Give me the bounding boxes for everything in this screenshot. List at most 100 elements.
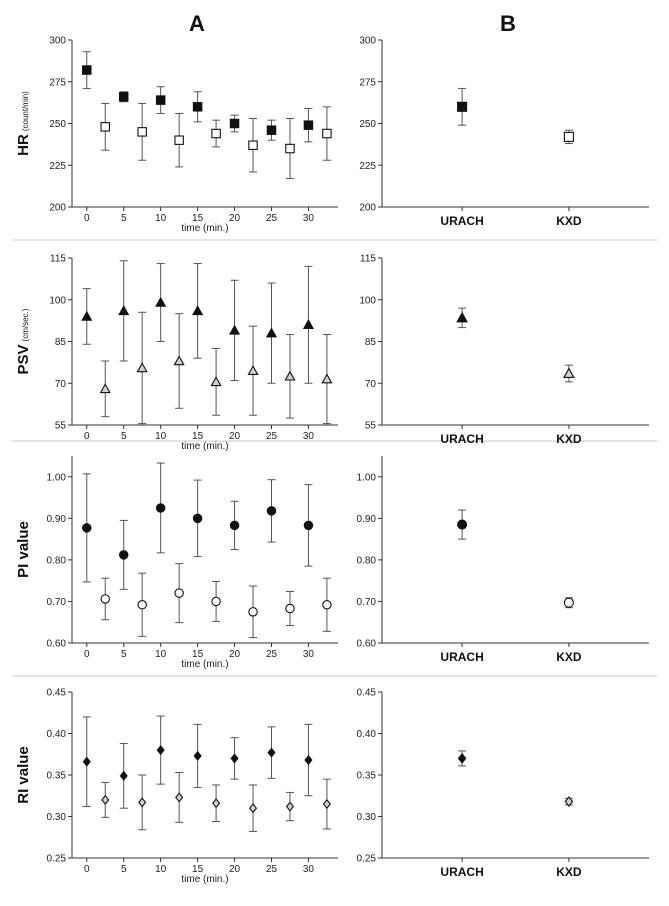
data-point xyxy=(211,128,221,139)
data-point xyxy=(304,754,313,766)
data-point xyxy=(248,803,258,814)
data-point xyxy=(137,127,147,137)
data-point xyxy=(322,798,331,810)
y-tick-label: 0.90 xyxy=(357,514,377,525)
x-tick-label: 30 xyxy=(303,649,315,660)
x-category-label: URACH xyxy=(440,214,483,228)
data-point xyxy=(564,796,574,807)
data-point xyxy=(456,311,468,323)
data-point xyxy=(136,362,148,373)
data-point xyxy=(267,747,276,758)
column-label-b: B xyxy=(500,11,516,36)
data-point xyxy=(192,102,203,112)
chart-panel-psv-b: 55 70 85 100 115 URACH KXD xyxy=(359,254,649,446)
data-point xyxy=(563,131,574,142)
data-point xyxy=(229,324,241,335)
data-point xyxy=(457,753,467,764)
data-point xyxy=(303,520,314,531)
y-axis-label: PSV(cm/sec.) xyxy=(15,308,32,374)
data-point xyxy=(322,600,332,610)
x-tick-label: 0 xyxy=(84,431,90,442)
x-tick-label: 15 xyxy=(192,649,204,660)
data-point xyxy=(302,319,314,330)
x-category-label: KXD xyxy=(556,865,582,879)
data-point xyxy=(247,364,259,375)
data-point xyxy=(173,355,185,366)
data-point xyxy=(193,750,202,761)
y-tick-label: 200 xyxy=(359,203,376,214)
data-point xyxy=(266,125,277,135)
y-tick-label: 300 xyxy=(49,36,66,47)
y-tick-label: 100 xyxy=(359,295,376,306)
x-tick-label: 0 xyxy=(84,213,90,224)
data-point xyxy=(563,597,574,608)
y-tick-label: 225 xyxy=(359,161,376,172)
x-tick-label: 30 xyxy=(303,213,315,224)
y-tick-label: 115 xyxy=(360,254,376,265)
y-tick-label: 0.80 xyxy=(47,555,67,566)
x-tick-label: 25 xyxy=(266,649,278,660)
data-point xyxy=(192,513,203,524)
data-point xyxy=(100,594,111,604)
x-tick-label: 10 xyxy=(155,649,167,660)
x-tick-label: 25 xyxy=(266,213,278,224)
y-tick-label: 0.35 xyxy=(47,771,67,782)
x-axis-label: time (min.) xyxy=(181,223,228,234)
chart-panel-pi-a: 0.60 0.70 0.80 0.90 1.00 PI value 0 5 10 15 20 25 30… xyxy=(15,456,338,670)
y-tick-label: 1.00 xyxy=(357,472,377,483)
chart-panel-hr-b: 200 225 250 275 300 URACH KXD xyxy=(359,36,649,228)
x-tick-label: 30 xyxy=(303,864,315,875)
x-category-label: KXD xyxy=(556,432,582,446)
column-label-a: A xyxy=(189,11,205,36)
y-axis-label: RI value xyxy=(15,746,32,804)
x-category-label: KXD xyxy=(556,214,582,228)
y-tick-label: 0.90 xyxy=(47,514,67,525)
data-point xyxy=(230,753,239,764)
x-tick-label: 20 xyxy=(229,649,241,660)
chart-panel-hr-a: 200 225 250 275 300 HR(count/min) 0 5 10 15 20 25 30… xyxy=(15,36,338,234)
chart-panel-psv-a: 55 70 85 100 115 PSV(cm/sec.) 0 5 10 15 20 25 30 time… xyxy=(15,254,338,452)
y-tick-label: 85 xyxy=(365,337,377,348)
y-tick-label: 275 xyxy=(359,77,376,88)
data-point xyxy=(210,376,222,387)
data-point xyxy=(284,370,296,381)
x-tick-label: 15 xyxy=(192,864,204,875)
data-point xyxy=(138,797,147,808)
chart-panel-ri-b: 0.25 0.30 0.35 0.40 0.45 URACH KXD xyxy=(357,688,649,879)
y-tick-label: 0.30 xyxy=(47,812,67,823)
data-point xyxy=(101,794,110,805)
y-tick-label: 0.45 xyxy=(357,688,377,699)
data-point xyxy=(266,506,277,516)
x-category-label: KXD xyxy=(556,650,582,664)
x-axis-label: time (min.) xyxy=(181,659,228,670)
data-point xyxy=(285,143,295,154)
data-point xyxy=(211,596,221,607)
y-tick-label: 0.40 xyxy=(357,729,377,740)
data-point xyxy=(137,600,147,610)
data-point xyxy=(248,140,258,150)
y-tick-label: 85 xyxy=(55,337,67,348)
data-point xyxy=(229,118,240,129)
data-point xyxy=(174,135,184,145)
x-tick-label: 5 xyxy=(121,864,127,875)
data-point xyxy=(156,745,165,756)
x-tick-label: 20 xyxy=(229,213,241,224)
x-tick-label: 10 xyxy=(155,864,167,875)
x-tick-label: 20 xyxy=(229,431,241,442)
data-point xyxy=(248,607,258,617)
data-point xyxy=(192,305,204,316)
x-tick-label: 5 xyxy=(121,431,127,442)
data-point xyxy=(82,523,92,533)
data-point xyxy=(303,120,314,130)
data-point xyxy=(563,367,575,379)
y-tick-label: 0.70 xyxy=(47,597,67,608)
y-tick-label: 250 xyxy=(359,119,376,130)
y-tick-label: 200 xyxy=(49,203,66,214)
y-tick-label: 275 xyxy=(49,77,66,88)
y-tick-label: 70 xyxy=(365,379,377,390)
x-tick-label: 25 xyxy=(266,431,278,442)
data-point xyxy=(155,503,166,513)
y-tick-label: 225 xyxy=(49,161,66,172)
y-axis-label: HR(count/min) xyxy=(15,91,32,156)
x-category-label: URACH xyxy=(440,650,483,664)
